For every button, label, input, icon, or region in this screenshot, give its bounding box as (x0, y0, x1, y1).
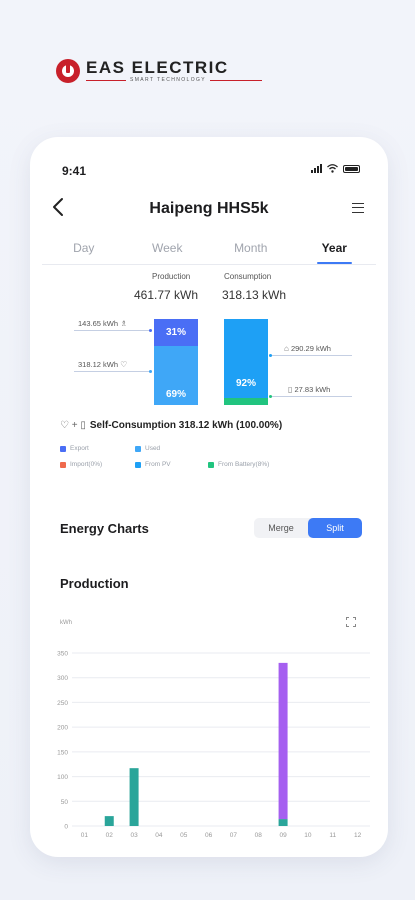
split-button[interactable]: Split (308, 518, 362, 538)
production-chart: 0 50 100 150 200 250 300 350 01 02 03 04 05 06 07 08 09 1… (57, 651, 370, 839)
status-icons (311, 164, 360, 173)
merge-button[interactable]: Merge (268, 523, 294, 533)
x-tick-label: 10 (304, 832, 312, 839)
battery-small-icon: ▯ (288, 385, 293, 394)
grid-tower-icon: ♗ (120, 319, 128, 328)
tab-week[interactable]: Week (152, 241, 183, 255)
export-value: 143.65 kWh ♗ (78, 319, 128, 328)
pv-dot (269, 354, 272, 357)
x-tick-label: 07 (230, 832, 238, 839)
y-tick-label: 200 (57, 725, 68, 732)
y-tick-label: 150 (57, 749, 68, 756)
legend-from-battery: From Battery(8%) (208, 461, 269, 468)
x-tick-label: 02 (106, 832, 114, 839)
consumption-label: Consumption (224, 272, 272, 281)
export-dot (149, 329, 152, 332)
brand-name: EAS ELECTRIC (86, 58, 229, 77)
used-leader-line (74, 371, 152, 372)
home-icon: ⌂ (284, 344, 289, 353)
chart-unit-label: kWh (60, 620, 72, 626)
energy-flow: Production 461.77 kWh Consumption 318.13… (30, 267, 388, 437)
y-tick-label: 0 (64, 824, 68, 831)
y-tick-label: 100 (57, 774, 68, 781)
merge-split-toggle: Merge Split (254, 518, 362, 538)
back-button[interactable] (52, 197, 72, 219)
bar-03-series-1 (129, 768, 139, 826)
status-time: 9:41 (62, 164, 87, 178)
production-chart-title: Production (60, 576, 129, 591)
chevron-left-icon (53, 198, 63, 216)
phone-screen: 9:41 Haipeng HHS5k Day Week Month Year Prod… (30, 137, 388, 857)
grid-consumption-value: ⌂ 290.29 kWh (284, 344, 331, 353)
y-tick-label: 350 (57, 651, 68, 658)
page-title: Haipeng HHS5k (149, 200, 269, 217)
legend-export: Export (60, 445, 89, 452)
bulb-icon: ♡ (120, 360, 128, 369)
x-tick-label: 11 (329, 832, 336, 839)
used-dot (149, 370, 152, 373)
battery-dot (269, 395, 272, 398)
bar-09-series-2 (278, 662, 288, 820)
y-tick-label: 300 (57, 675, 68, 682)
production-value: 461.77 kWh (134, 288, 199, 302)
bulb-plus-battery-icon: ♡ + ▯ (60, 420, 86, 431)
brand-tagline: SMART TECHNOLOGY (126, 77, 211, 83)
wifi-icon (327, 164, 338, 173)
x-tick-label: 05 (180, 832, 188, 839)
nav-bar: Haipeng HHS5k (30, 191, 388, 227)
legend-import: Import(0%) (60, 461, 102, 468)
x-tick-label: 08 (255, 832, 263, 839)
export-segment: 31% (154, 319, 198, 346)
consumption-value: 318.13 kWh (222, 288, 287, 302)
from-pv-segment: 92% (224, 319, 268, 398)
used-segment: 69% (154, 346, 198, 405)
signal-icon (311, 164, 322, 173)
legend-from-pv: From PV (135, 461, 171, 468)
x-tick-label: 06 (205, 832, 213, 839)
bar-02-series-1 (104, 816, 114, 826)
from-pv-percent: 92% (235, 378, 256, 389)
export-leader-line (74, 330, 152, 331)
production-bar: 31% 69% (154, 319, 198, 405)
x-tick-label: 09 (279, 832, 287, 839)
tab-year[interactable]: Year (293, 235, 377, 264)
y-tick-label: 50 (61, 799, 69, 806)
production-label: Production (152, 272, 191, 281)
y-tick-label: 250 (57, 700, 68, 707)
x-tick-label: 04 (155, 832, 163, 839)
battery-leader-line (270, 396, 352, 397)
energy-charts-title: Energy Charts (60, 521, 149, 536)
from-battery-segment (224, 398, 268, 405)
expand-icon[interactable] (346, 617, 356, 627)
pv-leader-line (270, 355, 352, 356)
period-tabs: Day Week Month Year (42, 235, 376, 265)
self-consumption: ♡ + ▯ Self-Consumption 318.12 kWh (100.00… (60, 420, 283, 431)
x-tick-label: 12 (354, 832, 362, 839)
used-percent: 69% (165, 389, 186, 400)
status-bar: 9:41 (30, 137, 388, 181)
battery-icon (343, 165, 360, 173)
export-percent: 31% (165, 327, 186, 338)
legend-used: Used (135, 445, 160, 452)
x-tick-label: 03 (130, 832, 138, 839)
menu-icon[interactable] (352, 203, 364, 213)
tab-day[interactable]: Day (73, 241, 95, 255)
consumption-bar: 92% (224, 319, 268, 405)
bar-09-series-1 (278, 819, 288, 826)
power-logo-icon (56, 59, 80, 83)
used-value: 318.12 kWh ♡ (78, 360, 128, 369)
x-tick-label: 01 (81, 832, 89, 839)
brand-logo: EAS ELECTRIC SMART TECHNOLOGY (56, 58, 266, 88)
tab-month[interactable]: Month (234, 241, 268, 255)
battery-consumption-value: ▯ 27.83 kWh (288, 385, 331, 394)
